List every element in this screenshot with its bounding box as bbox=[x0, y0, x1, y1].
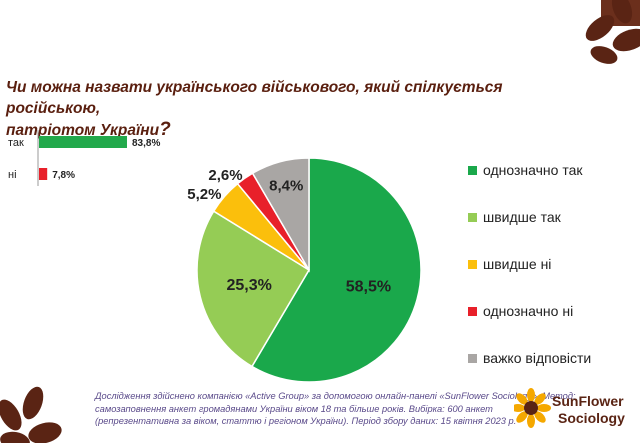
summary-bar-label: так bbox=[8, 137, 24, 149]
legend-item: однозначно так bbox=[468, 160, 583, 180]
legend-item: однозначно ні bbox=[468, 301, 573, 321]
footnote-line-2: самозаповнення анкет громадянами України… bbox=[95, 403, 493, 414]
legend-swatch bbox=[468, 212, 477, 222]
legend-item: швидше так bbox=[468, 207, 561, 227]
methodology-footnote: Дослідження здійснено компанією «Active … bbox=[95, 390, 576, 428]
summary-bar-label: ні bbox=[8, 169, 17, 181]
brand-name-line-1: SunFlower bbox=[552, 393, 624, 409]
legend-swatch bbox=[468, 306, 477, 316]
legend-label: важко відповісти bbox=[483, 350, 592, 366]
pie-slice bbox=[196, 210, 311, 368]
sunflower-sociology-logo: SunFlower Sociology bbox=[514, 388, 625, 428]
legend-label: однозначно ні bbox=[483, 303, 574, 319]
sunflower-decoration-top-right bbox=[585, 0, 640, 64]
question-line-1: Чи можна назвати українського військовог… bbox=[6, 79, 503, 117]
legend-label: швидше так bbox=[483, 209, 561, 225]
footnote-line-3: (репрезентативна за віком, статтю і регі… bbox=[95, 416, 517, 426]
sunflower-logo-icon bbox=[514, 388, 551, 428]
footnote-line-1: Дослідження здійснено компанією «Active … bbox=[95, 391, 576, 401]
legend-item: важко відповісти bbox=[468, 348, 591, 368]
question-title: Чи можна назвати українського військовог… bbox=[6, 77, 596, 141]
pie-slice bbox=[251, 157, 310, 273]
question-line-2: патріотом України? bbox=[6, 119, 596, 141]
legend-label: швидше ні bbox=[483, 256, 552, 272]
question-line-2-text: патріотом України bbox=[6, 122, 160, 139]
summary-bar-value: 83,8% bbox=[132, 138, 160, 149]
pie-slice-label: 58,5% bbox=[346, 278, 391, 295]
question-mark: ? bbox=[159, 119, 171, 140]
legend-item: швидше ні bbox=[468, 254, 551, 274]
legend-label: однозначно так bbox=[483, 162, 583, 178]
pie-slice-label: 25,3% bbox=[227, 277, 272, 294]
summary-bar-chart: так 83,8% ні 7,8% bbox=[8, 130, 160, 186]
pie-slice-label: 2,6% bbox=[208, 167, 242, 184]
legend-swatch bbox=[468, 259, 477, 269]
sunflower-decoration-bottom-left bbox=[0, 386, 62, 443]
pie-slice-label: 8,4% bbox=[269, 178, 303, 195]
summary-bar-value: 7,8% bbox=[52, 170, 75, 181]
pie-chart: 58,5% 25,3% 5,2% 2,6% 8,4% bbox=[187, 157, 422, 383]
pie-slice-label: 5,2% bbox=[187, 186, 221, 203]
pie-slice bbox=[250, 157, 422, 383]
summary-bar bbox=[39, 168, 48, 180]
legend-swatch bbox=[468, 165, 477, 175]
brand-name-line-2: Sociology bbox=[558, 410, 625, 426]
legend-swatch bbox=[468, 353, 477, 363]
summary-bar bbox=[39, 136, 127, 148]
